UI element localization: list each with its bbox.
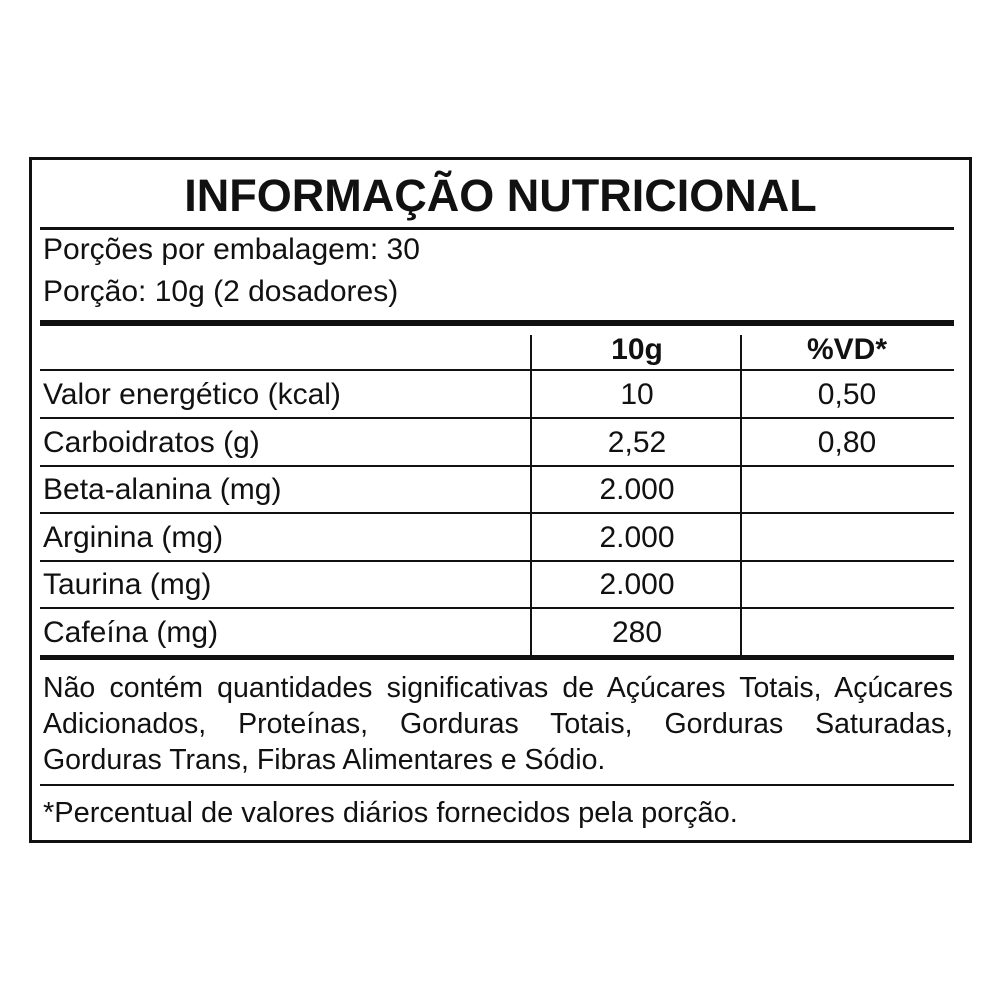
column-divider (530, 335, 532, 657)
servings-per-package: Porções por embalagem: 30 (43, 233, 420, 266)
row-divider (40, 417, 954, 419)
thick-divider (40, 655, 954, 660)
nutrient-name: Taurina (mg) (43, 568, 212, 601)
nutrient-amount: 2.000 (599, 568, 675, 601)
row-divider (40, 369, 954, 371)
row-divider (40, 512, 954, 514)
nutrient-dv: 0,80 (817, 425, 877, 459)
nutrient-amount: 2.000 (599, 520, 675, 554)
column-divider (740, 335, 742, 657)
serving-size: Porção: 10g (2 dosadores) (43, 275, 399, 308)
row-divider (40, 559, 954, 562)
header-amount: 10g (611, 333, 663, 366)
nutrient-name: Arginina (mg) (43, 520, 224, 554)
nutrition-facts-box (29, 157, 972, 843)
divider (40, 227, 954, 230)
nutrient-amount: 280 (611, 615, 663, 649)
divider (40, 784, 954, 786)
thick-divider (40, 320, 954, 326)
footnote: *Percentual de valores diários fornecido… (43, 797, 738, 829)
nutrient-name: Cafeína (mg) (43, 615, 219, 649)
nutrient-amount: 10 (620, 378, 654, 411)
nutrient-amount: 2.000 (599, 473, 675, 506)
row-divider (40, 464, 954, 467)
nutrient-amount: 2,52 (607, 425, 667, 459)
row-divider (40, 607, 954, 609)
header-dv: %VD* (806, 333, 888, 366)
nutrient-name: Valor energético (kcal) (43, 378, 341, 411)
note-text: Não contém quantidades significativas de… (43, 672, 953, 776)
nutrient-name: Beta-alanina (mg) (43, 473, 282, 506)
nutrient-name: Carboidratos (g) (43, 425, 260, 459)
nutrient-dv: 0,50 (817, 378, 877, 411)
label-title: INFORMAÇÃO NUTRICIONAL (184, 170, 817, 221)
